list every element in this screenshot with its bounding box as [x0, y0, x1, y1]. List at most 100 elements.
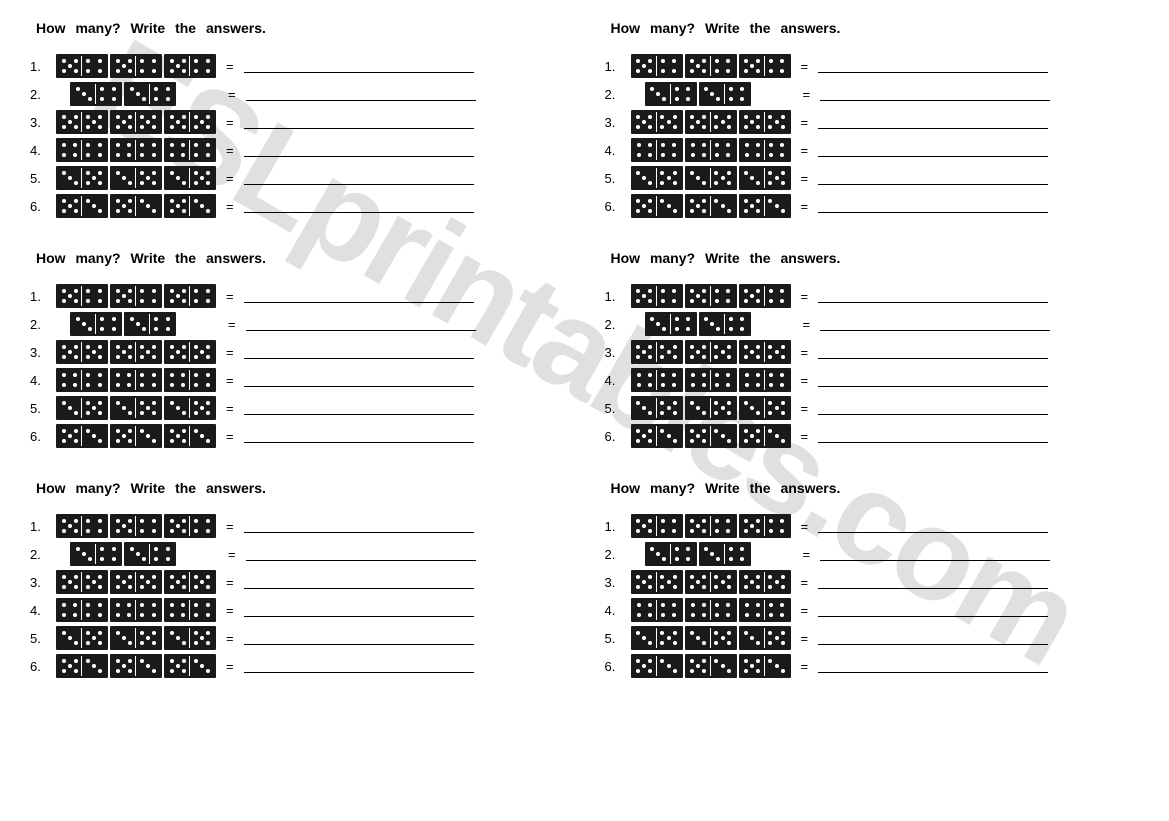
answer-blank[interactable] [818, 373, 1048, 387]
answer-blank[interactable] [818, 199, 1048, 213]
domino-half [126, 544, 150, 564]
domino-tile [164, 368, 216, 392]
domino-half [112, 370, 136, 390]
domino-half [112, 398, 136, 418]
domino-half [190, 140, 214, 160]
answer-blank[interactable] [244, 143, 474, 157]
answer-blank[interactable] [246, 317, 476, 331]
domino-half [166, 140, 190, 160]
question-row: 3.= [30, 340, 565, 364]
domino-half [633, 516, 657, 536]
domino-group [56, 396, 216, 420]
answer-blank[interactable] [818, 575, 1048, 589]
domino-half [112, 426, 136, 446]
answer-blank[interactable] [244, 289, 474, 303]
domino-tile [631, 368, 683, 392]
answer-blank[interactable] [244, 631, 474, 645]
answer-blank[interactable] [818, 143, 1048, 157]
answer-blank[interactable] [244, 171, 474, 185]
domino-tile [56, 626, 108, 650]
equals-sign: = [801, 401, 809, 416]
domino-half [633, 112, 657, 132]
domino-half [741, 112, 765, 132]
equals-sign: = [226, 59, 234, 74]
answer-blank[interactable] [246, 547, 476, 561]
answer-blank[interactable] [244, 115, 474, 129]
question-number: 1. [605, 289, 625, 304]
domino-half [765, 572, 789, 592]
domino-half [687, 140, 711, 160]
domino-half [58, 342, 82, 362]
answer-blank[interactable] [244, 59, 474, 73]
worksheet-section: How many? Write the answers.1.=2.=3.=4.=… [30, 20, 565, 222]
question-number: 4. [30, 373, 50, 388]
answer-blank[interactable] [820, 317, 1050, 331]
domino-half [166, 628, 190, 648]
answer-blank[interactable] [818, 429, 1048, 443]
domino-half [701, 84, 725, 104]
question-row: 5.= [605, 166, 1140, 190]
answer-blank[interactable] [818, 401, 1048, 415]
domino-half [711, 426, 735, 446]
domino-tile [110, 654, 162, 678]
question-row: 3.= [30, 570, 565, 594]
answer-blank[interactable] [244, 519, 474, 533]
domino-half [190, 286, 214, 306]
question-row: 3.= [605, 570, 1140, 594]
domino-tile [164, 138, 216, 162]
answer-blank[interactable] [244, 659, 474, 673]
domino-half [136, 140, 160, 160]
domino-tile [164, 166, 216, 190]
answer-blank[interactable] [244, 373, 474, 387]
worksheet-section: How many? Write the answers.1.=2.=3.=4.=… [605, 20, 1140, 222]
answer-blank[interactable] [244, 401, 474, 415]
answer-blank[interactable] [818, 603, 1048, 617]
domino-half [711, 398, 735, 418]
domino-half [82, 140, 106, 160]
answer-blank[interactable] [818, 519, 1048, 533]
answer-blank[interactable] [244, 603, 474, 617]
answer-blank[interactable] [820, 547, 1050, 561]
answer-blank[interactable] [818, 59, 1048, 73]
section-title: How many? Write the answers. [611, 250, 1140, 266]
domino-half [112, 516, 136, 536]
domino-half [711, 342, 735, 362]
domino-half [58, 286, 82, 306]
domino-tile [164, 424, 216, 448]
answer-blank[interactable] [818, 115, 1048, 129]
question-row: 3.= [30, 110, 565, 134]
answer-blank[interactable] [244, 345, 474, 359]
domino-half [741, 516, 765, 536]
domino-half [112, 572, 136, 592]
question-row: 4.= [30, 368, 565, 392]
answer-blank[interactable] [818, 659, 1048, 673]
domino-half [687, 656, 711, 676]
domino-half [190, 370, 214, 390]
answer-blank[interactable] [820, 87, 1050, 101]
domino-half [765, 656, 789, 676]
question-row: 4.= [605, 598, 1140, 622]
domino-half [657, 370, 681, 390]
answer-blank[interactable] [818, 631, 1048, 645]
answer-blank[interactable] [818, 171, 1048, 185]
domino-tile [56, 166, 108, 190]
domino-tile [164, 626, 216, 650]
domino-tile [685, 368, 737, 392]
equals-sign: = [801, 575, 809, 590]
domino-tile [631, 138, 683, 162]
equals-sign: = [226, 659, 234, 674]
domino-half [58, 656, 82, 676]
answer-blank[interactable] [818, 345, 1048, 359]
domino-tile [631, 194, 683, 218]
answer-blank[interactable] [818, 289, 1048, 303]
domino-group [56, 54, 216, 78]
domino-tile [164, 514, 216, 538]
domino-tile [164, 194, 216, 218]
question-row: 2.= [605, 312, 1140, 336]
answer-blank[interactable] [244, 429, 474, 443]
domino-tile [164, 654, 216, 678]
answer-blank[interactable] [246, 87, 476, 101]
answer-blank[interactable] [244, 575, 474, 589]
answer-blank[interactable] [244, 199, 474, 213]
domino-half [657, 572, 681, 592]
